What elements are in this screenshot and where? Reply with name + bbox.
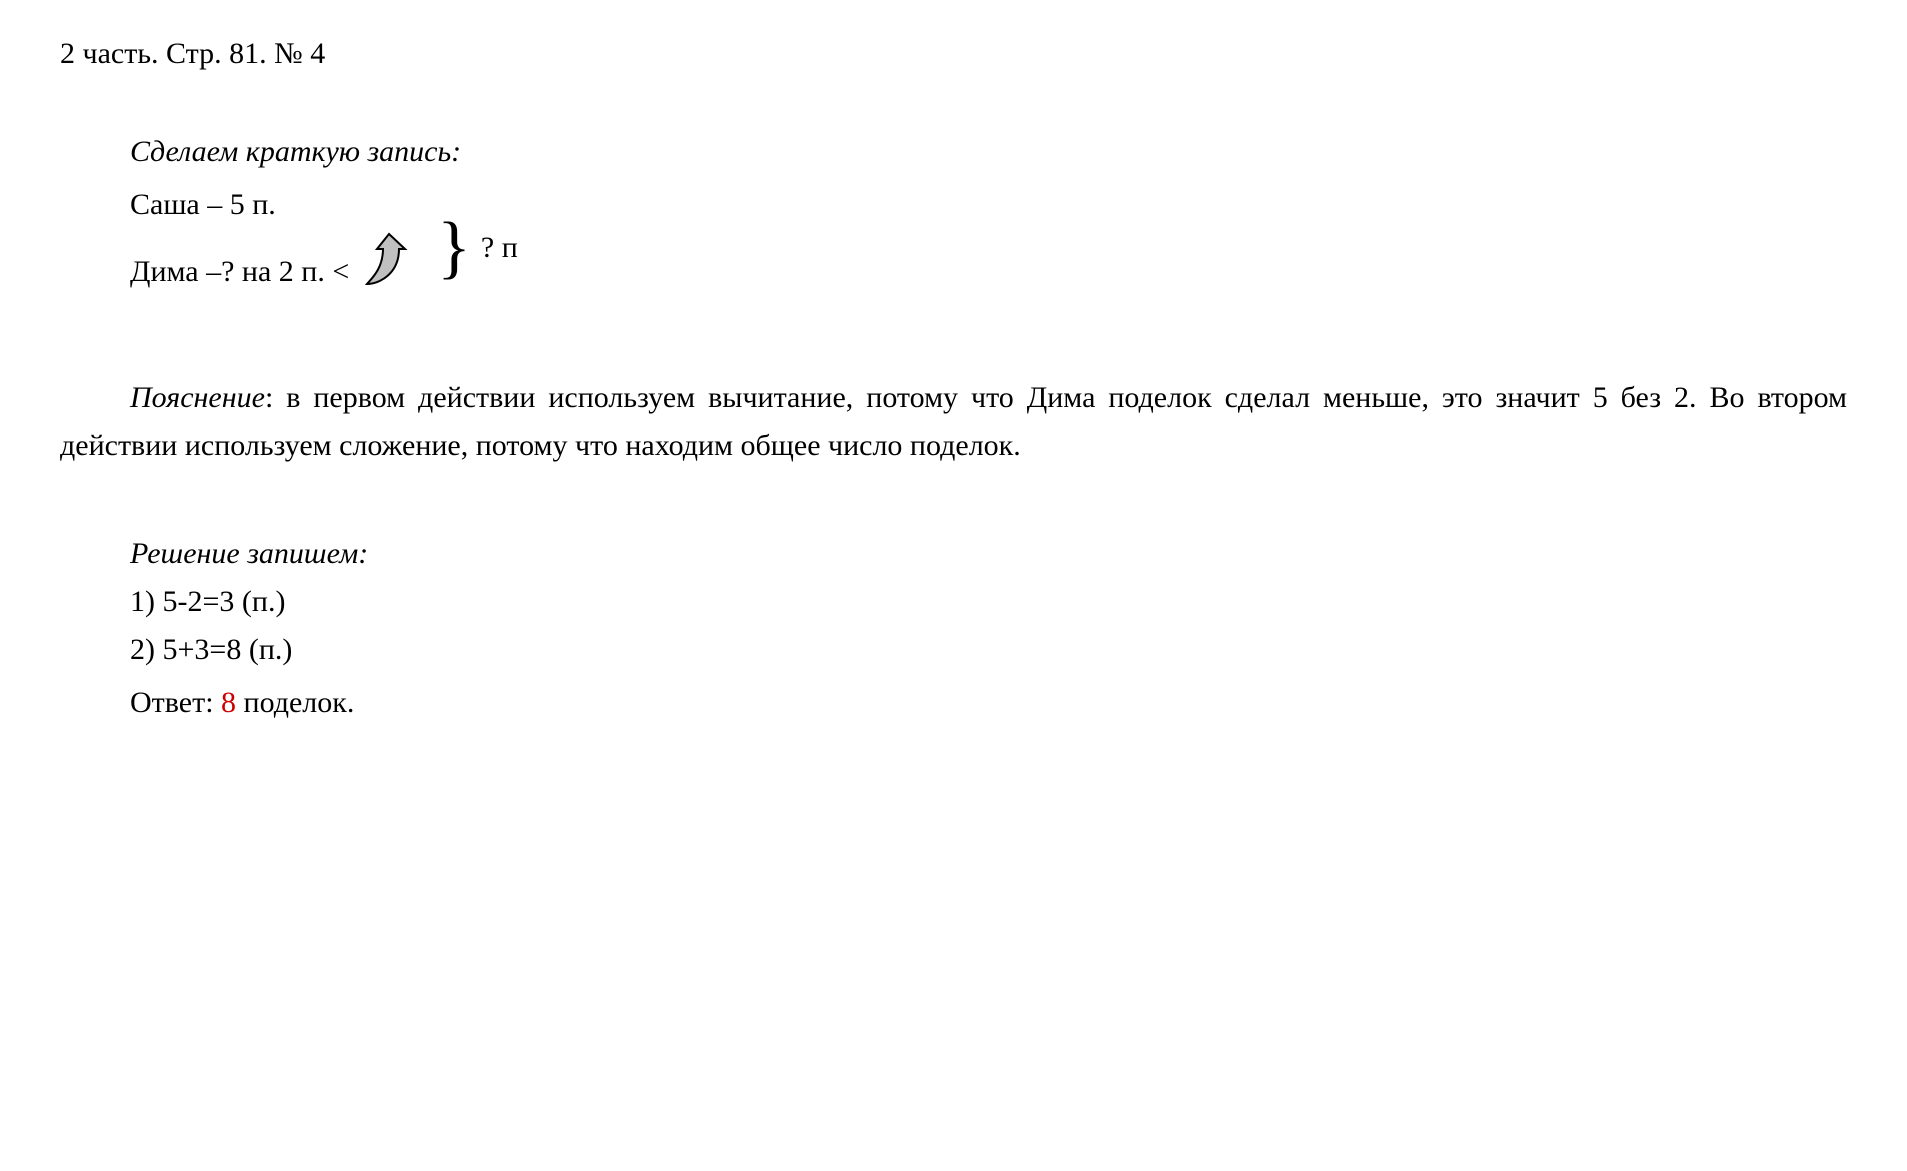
explanation-paragraph: Пояснение: в первом действии используем … xyxy=(60,374,1847,470)
answer-value: 8 xyxy=(221,686,236,719)
answer-suffix: поделок. xyxy=(236,686,354,719)
summary-line-2: Дима –? на 2 п. < xyxy=(130,229,419,314)
page-header: 2 часть. Стр. 81. № 4 xyxy=(60,30,1847,78)
explanation-label: Пояснение xyxy=(130,381,265,414)
answer-label: Ответ: xyxy=(130,686,221,719)
solution-title: Решение запишем: xyxy=(130,530,1847,578)
summary-rows: Саша – 5 п. Дима –? на 2 п. < } ? п xyxy=(130,181,1847,314)
summary-text-column: Саша – 5 п. Дима –? на 2 п. < xyxy=(130,181,419,314)
header-text: 2 часть. Стр. 81. № 4 xyxy=(60,37,325,70)
summary-title: Сделаем краткую запись: xyxy=(130,128,1847,176)
solution-step-1: 1) 5-2=3 (п.) xyxy=(130,578,1847,626)
curved-arrow-icon xyxy=(359,229,419,314)
solution-block: Решение запишем: 1) 5-2=3 (п.) 2) 5+3=8 … xyxy=(130,530,1847,727)
summary-result-label: ? п xyxy=(481,224,518,272)
solution-answer: Ответ: 8 поделок. xyxy=(130,679,1847,727)
explanation-text: : в первом действии используем вычитание… xyxy=(60,381,1847,462)
curly-bracket-icon: } xyxy=(437,230,471,265)
summary-line-1: Саша – 5 п. xyxy=(130,181,419,229)
summary-block: Сделаем краткую запись: Саша – 5 п. Дима… xyxy=(130,128,1847,314)
summary-line-2-prefix: Дима –? на 2 п. < xyxy=(130,248,349,296)
solution-step-2: 2) 5+3=8 (п.) xyxy=(130,626,1847,674)
